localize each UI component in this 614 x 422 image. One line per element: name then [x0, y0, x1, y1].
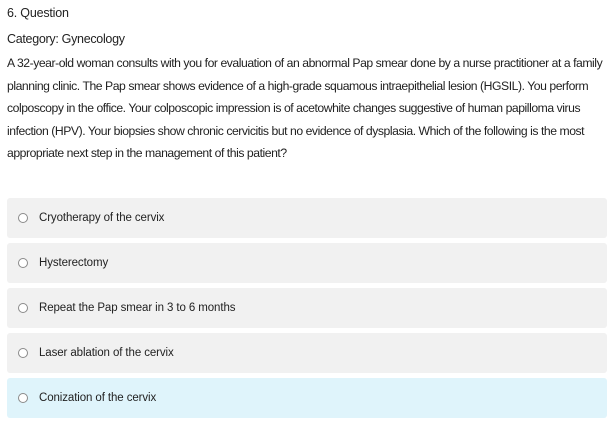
answer-option[interactable]: Repeat the Pap smear in 3 to 6 months [7, 288, 607, 328]
question-text: A 32-year-old woman consults with you fo… [7, 56, 603, 160]
answer-option-label: Repeat the Pap smear in 3 to 6 months [39, 302, 236, 314]
question-number: 6. Question [7, 6, 69, 20]
answer-option-label: Conization of the cervix [39, 392, 157, 404]
radio-button-icon[interactable] [18, 393, 28, 403]
radio-button-icon[interactable] [18, 303, 28, 313]
question-category: Category: Gynecology [7, 32, 125, 46]
answer-option-label: Laser ablation of the cervix [39, 347, 174, 359]
answer-options: Cryotherapy of the cervix Hysterectomy R… [7, 198, 607, 422]
answer-option-label: Cryotherapy of the cervix [39, 212, 165, 224]
answer-option[interactable]: Cryotherapy of the cervix [7, 198, 607, 238]
answer-option[interactable]: Hysterectomy [7, 243, 607, 283]
radio-button-icon[interactable] [18, 348, 28, 358]
radio-button-icon[interactable] [18, 258, 28, 268]
answer-option[interactable]: Laser ablation of the cervix [7, 333, 607, 373]
answer-option-label: Hysterectomy [39, 257, 109, 269]
answer-option[interactable]: Conization of the cervix [7, 378, 607, 418]
radio-button-icon[interactable] [18, 213, 28, 223]
